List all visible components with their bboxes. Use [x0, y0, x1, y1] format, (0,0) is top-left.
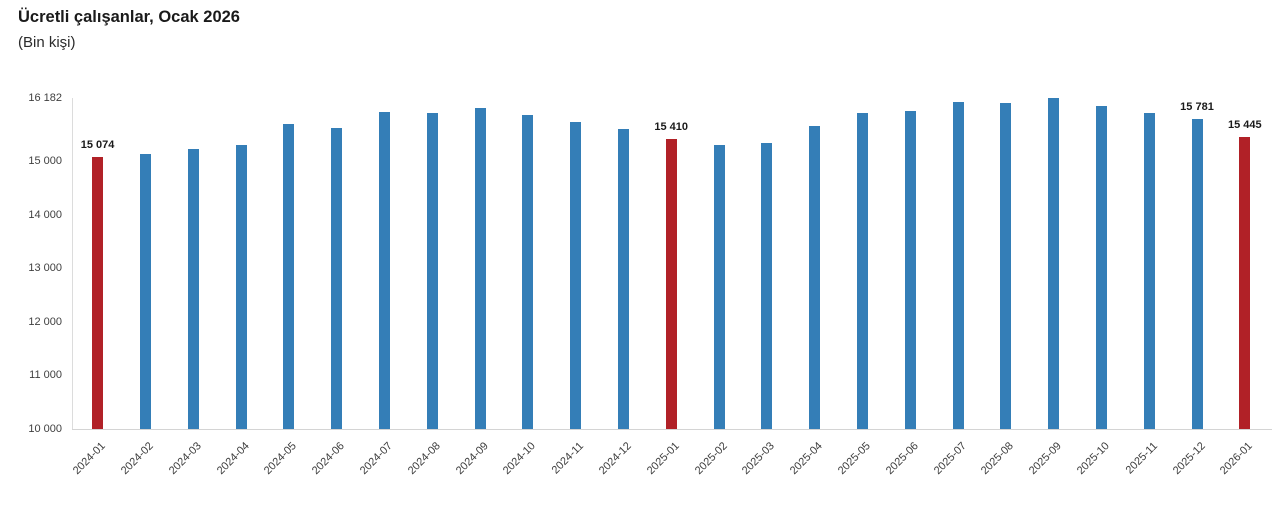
x-axis-tick-label-2024-07: 2024-07: [357, 440, 395, 478]
x-axis-tick-label-2025-03: 2025-03: [740, 440, 778, 478]
bar-2025-09[interactable]: [1048, 98, 1060, 429]
bar-2025-03[interactable]: [761, 142, 773, 429]
y-axis-tick-label: 11 000: [29, 369, 62, 382]
bar-2024-10[interactable]: [522, 115, 534, 429]
x-axis-tick-label-2024-12: 2024-12: [596, 440, 634, 478]
bar-2024-11[interactable]: [570, 122, 582, 429]
y-axis-tick-label: 15 000: [28, 155, 62, 168]
y-axis-tick-label: 10 000: [28, 423, 62, 435]
x-axis-tick-label-2025-02: 2025-02: [692, 440, 730, 478]
x-axis-tick-label-2024-03: 2024-03: [166, 440, 204, 478]
y-axis-tick-label: 12 000: [28, 315, 62, 328]
bar-2025-12[interactable]: [1191, 119, 1203, 429]
x-axis-tick-label-2024-11: 2024-11: [549, 440, 587, 477]
bar-2025-11[interactable]: [1143, 112, 1155, 429]
y-axis-tick-label: 13 000: [28, 262, 62, 275]
x-axis-tick-label-2024-08: 2024-08: [405, 440, 443, 478]
x-axis-tick-label-2025-07: 2025-07: [931, 440, 969, 478]
bar-2024-04[interactable]: [235, 144, 247, 429]
x-axis-tick-label-2026-01: 2026-01: [1218, 440, 1256, 478]
chart-title: Ücretli çalışanlar, Ocak 2026: [18, 8, 240, 26]
x-axis-tick-label-2024-04: 2024-04: [214, 440, 252, 478]
point-label-2025-01: 15 410: [654, 121, 689, 134]
x-axis-tick-label-2025-04: 2025-04: [788, 440, 826, 478]
bar-2024-01[interactable]: [92, 157, 104, 429]
bar-2024-07[interactable]: [378, 112, 390, 429]
bar-2024-02[interactable]: [139, 154, 151, 429]
x-axis-line: [72, 429, 1272, 430]
x-axis-tick-label-2025-10: 2025-10: [1074, 440, 1112, 478]
x-axis-tick-label-2025-09: 2025-09: [1027, 440, 1065, 478]
bar-2025-08[interactable]: [1000, 102, 1012, 429]
y-axis-tick-label: 14 000: [28, 208, 62, 221]
bar-2024-09[interactable]: [474, 108, 486, 429]
x-axis-tick-label-2025-01: 2025-01: [644, 440, 682, 478]
bar-2025-05[interactable]: [856, 113, 868, 429]
bar-2025-07[interactable]: [952, 101, 964, 429]
point-label-2024-01: 15 074: [80, 139, 115, 152]
bar-2024-12[interactable]: [617, 129, 629, 429]
bar-2026-01[interactable]: [1239, 137, 1251, 429]
x-axis-tick-label-2025-12: 2025-12: [1170, 440, 1208, 478]
x-axis-tick-label-2024-09: 2024-09: [453, 440, 491, 478]
bar-2025-04[interactable]: [809, 125, 821, 429]
x-axis-tick-label-2025-06: 2025-06: [883, 440, 921, 478]
point-label-2026-01: 15 445: [1227, 119, 1262, 132]
bar-2025-02[interactable]: [713, 144, 725, 429]
point-label-2025-12: 15 781: [1180, 101, 1214, 114]
x-axis-tick-label-2024-05: 2024-05: [262, 440, 300, 478]
bar-2024-05[interactable]: [283, 124, 295, 429]
y-axis-tick-label: 16 182: [28, 92, 62, 104]
x-axis-tick-label-2025-11: 2025-11: [1123, 440, 1160, 477]
bar-2025-01[interactable]: [665, 139, 677, 429]
bar-2024-06[interactable]: [331, 127, 343, 429]
bar-2025-10[interactable]: [1095, 106, 1107, 429]
x-axis-tick-label-2025-08: 2025-08: [979, 440, 1017, 478]
x-axis-tick-label-2024-06: 2024-06: [310, 440, 348, 478]
y-axis-line: [72, 98, 73, 429]
chart-subtitle: (Bin kişi): [18, 34, 76, 51]
x-axis-tick-label-2024-10: 2024-10: [501, 440, 539, 478]
bar-2025-06[interactable]: [904, 110, 916, 429]
x-axis-tick-label-2025-05: 2025-05: [835, 440, 873, 478]
x-axis-tick-label-2024-02: 2024-02: [118, 440, 156, 478]
bar-2024-03[interactable]: [187, 148, 199, 429]
x-axis-tick-label-2024-01: 2024-01: [71, 440, 109, 478]
bar-2024-08[interactable]: [426, 113, 438, 429]
